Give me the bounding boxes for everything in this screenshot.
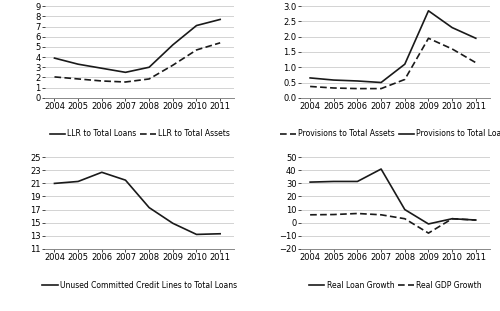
Legend: LLR to Total Loans, LLR to Total Assets: LLR to Total Loans, LLR to Total Assets (46, 127, 233, 142)
Legend: Provisions to Total Assets, Provisions to Total Loans: Provisions to Total Assets, Provisions t… (278, 127, 500, 142)
Legend: Unused Committed Credit Lines to Total Loans: Unused Committed Credit Lines to Total L… (40, 277, 240, 293)
Legend: Real Loan Growth, Real GDP Growth: Real Loan Growth, Real GDP Growth (306, 277, 484, 293)
